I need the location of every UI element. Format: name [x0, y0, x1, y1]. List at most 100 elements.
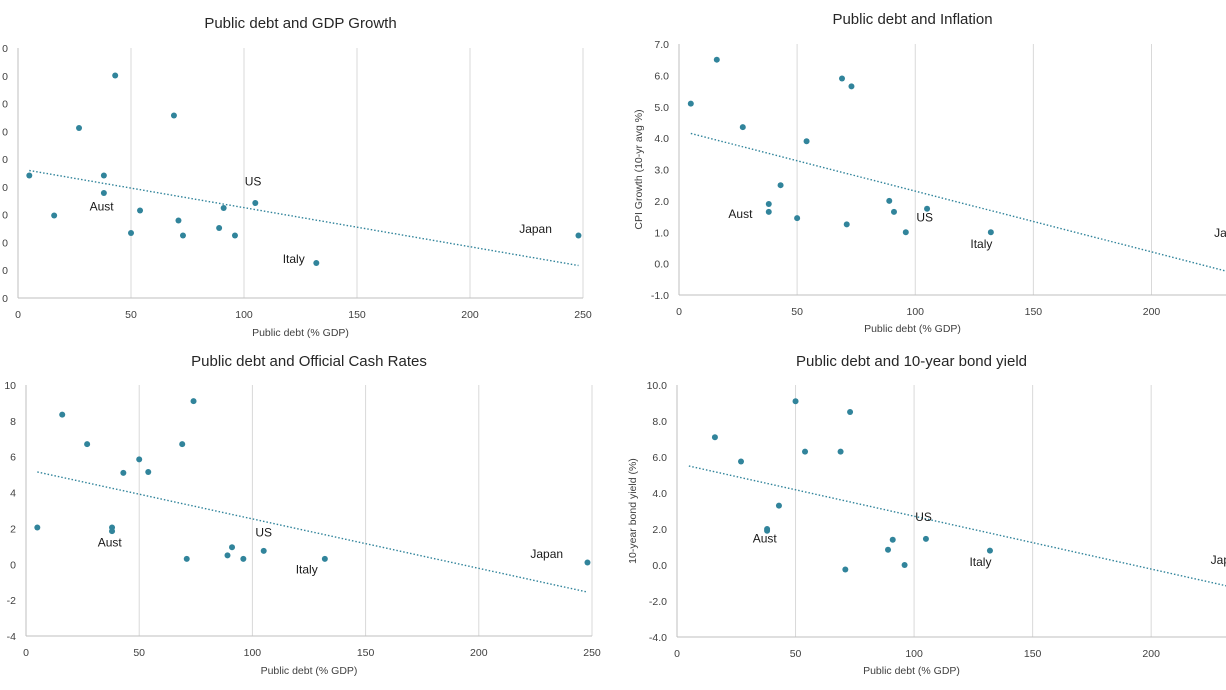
point-annotation: Italy	[296, 562, 318, 576]
x-tick-label: 200	[1143, 306, 1161, 318]
data-point	[100, 172, 107, 179]
x-tick-label: 150	[1024, 648, 1042, 660]
data-point	[175, 217, 182, 224]
data-point	[34, 524, 41, 531]
x-tick-label: 50	[133, 647, 145, 659]
trendline	[688, 465, 1226, 587]
x-axis-title: Public debt (% GDP)	[261, 665, 358, 677]
data-point	[51, 212, 58, 219]
data-point	[109, 528, 116, 535]
data-point	[839, 75, 846, 82]
data-point	[842, 566, 849, 573]
data-point	[229, 544, 236, 551]
y-tick-label: 6.0	[654, 70, 669, 82]
point-annotation: Japa	[1214, 226, 1226, 240]
y-tick-label: 6	[10, 452, 16, 464]
x-tick-label: 0	[23, 647, 29, 659]
point-annotation: Italy	[969, 555, 991, 569]
y-tick-label: 4.0	[654, 133, 669, 145]
x-tick-label: 50	[790, 648, 802, 660]
x-tick-label: 250	[574, 309, 592, 321]
chart-title: Public debt and GDP Growth	[204, 15, 396, 32]
data-point	[713, 56, 720, 63]
chart-panel-2: 0 50 100 150 200 -1.0 0.0 1.0 2.0 3.0 4.0 5.0 6.0 7.0…	[633, 11, 1226, 335]
trendline	[37, 471, 588, 593]
data-point	[890, 208, 897, 215]
y-tick-label: 0	[2, 210, 8, 222]
data-point	[847, 409, 854, 415]
x-tick-label: 0	[674, 648, 680, 660]
data-point	[765, 208, 772, 215]
point-annotation: US	[245, 175, 262, 189]
data-point	[224, 552, 231, 559]
data-point	[136, 456, 143, 463]
data-point	[794, 215, 801, 222]
x-tick-label: 100	[244, 647, 262, 659]
data-point	[120, 469, 127, 476]
chart-panel-4: 0 50 100 150 200 -4.0 -2.0 0.0 2.0 4.0 6.0 8.0 10.0 A…	[627, 353, 1226, 677]
data-point	[765, 201, 772, 208]
y-tick-label: -2.0	[649, 596, 667, 608]
x-tick-label: 50	[125, 309, 137, 321]
data-point	[100, 190, 107, 196]
y-tick-label: 5.0	[654, 102, 669, 114]
y-tick-label: -4.0	[649, 632, 667, 644]
data-point	[924, 205, 931, 212]
y-tick-label: 0.0	[654, 259, 669, 271]
data-point	[764, 527, 771, 534]
chart-title: Public debt and Official Cash Rates	[191, 353, 427, 370]
data-point	[313, 260, 320, 266]
y-tick-label: 0	[2, 126, 8, 138]
chart-panel-1: 0 50 100 150 200 2500000000000AustUSItalyJapa…	[2, 15, 592, 339]
y-tick-label: -1.0	[651, 290, 669, 302]
point-annotation: Japan	[530, 547, 563, 561]
data-point	[252, 200, 259, 206]
data-point	[775, 502, 782, 509]
y-tick-label: 0	[2, 154, 8, 166]
point-annotation: Italy	[970, 237, 992, 251]
data-point	[922, 535, 929, 542]
y-tick-label: 8.0	[652, 416, 667, 428]
data-point	[777, 182, 784, 189]
chart-panel-3: 0 50 100 150 200 250 -4 -2 0 2 4 6 8 10 Aust US Italy Jap…	[4, 353, 601, 677]
x-tick-label: 250	[583, 647, 601, 659]
point-annotation: Japan	[519, 222, 552, 236]
y-tick-label: 2.0	[652, 524, 667, 536]
y-tick-label: 0	[2, 293, 8, 305]
data-point	[901, 562, 908, 568]
data-point	[739, 124, 746, 131]
data-point	[803, 138, 810, 145]
x-tick-label: 100	[235, 309, 253, 321]
point-annotation: US	[916, 210, 933, 224]
data-point	[902, 229, 909, 236]
data-point	[321, 555, 328, 562]
data-point	[137, 207, 144, 214]
y-axis-title: 10-year bond yield (%)	[627, 458, 639, 564]
y-tick-label: 10.0	[647, 380, 668, 392]
y-axis-title: CPI Growth (10-yr avg %)	[633, 109, 645, 229]
data-point	[987, 229, 994, 236]
y-tick-label: 0	[2, 237, 8, 249]
y-tick-label: 6.0	[652, 452, 667, 464]
data-point	[179, 232, 186, 239]
x-tick-label: 200	[1142, 648, 1160, 660]
data-point	[112, 72, 119, 79]
data-point	[687, 100, 694, 107]
point-annotation: Italy	[283, 252, 305, 266]
y-tick-label: 3.0	[654, 165, 669, 177]
x-tick-label: 0	[676, 306, 682, 318]
data-point	[220, 205, 227, 211]
x-tick-label: 150	[1025, 306, 1043, 318]
data-point	[231, 232, 238, 239]
trendline	[690, 132, 1226, 272]
x-tick-label: 150	[348, 309, 366, 321]
x-tick-label: 100	[906, 306, 924, 318]
x-tick-label: 200	[461, 309, 479, 321]
point-annotation: Japan	[1211, 553, 1226, 567]
y-tick-label: 0.0	[652, 560, 667, 572]
point-annotation: Aust	[98, 535, 123, 549]
point-annotation: US	[255, 525, 272, 539]
x-axis-title: Public debt (% GDP)	[864, 323, 961, 335]
y-tick-label: 0	[2, 182, 8, 194]
